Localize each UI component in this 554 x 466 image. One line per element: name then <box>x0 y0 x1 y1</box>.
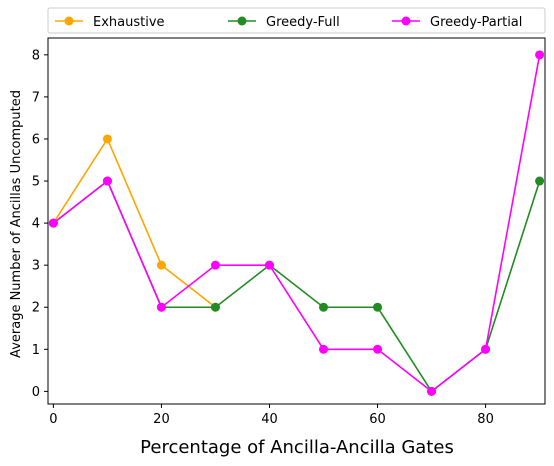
data-point-greedy-partial <box>319 344 329 354</box>
x-axis-title: Percentage of Ancilla-Ancilla Gates <box>140 437 454 458</box>
legend-box <box>47 7 546 34</box>
x-tick-label: 40 <box>261 412 278 427</box>
x-tick-label: 0 <box>49 412 57 427</box>
y-tick-label: 0 <box>32 385 40 400</box>
x-tick-label: 60 <box>369 412 386 427</box>
x-tick-label: 20 <box>153 412 170 427</box>
y-tick-label: 3 <box>32 259 40 274</box>
series-line-exhaustive <box>52 137 216 308</box>
data-point-greedy-partial <box>481 344 491 354</box>
plot-frame <box>47 37 546 405</box>
y-tick-label: 6 <box>32 132 40 147</box>
data-point-greedy-partial <box>102 176 112 186</box>
data-point-greedy-partial <box>535 50 545 60</box>
legend: Exhaustive Greedy-Full Greedy-Partial <box>47 7 546 34</box>
data-point-greedy-full <box>535 176 545 186</box>
data-point-greedy-partial <box>427 386 437 396</box>
data-point-greedy-partial <box>210 260 220 270</box>
y-tick-label: 8 <box>32 48 40 63</box>
legend-entry: Exhaustive <box>93 15 165 30</box>
data-point-greedy-full <box>319 302 329 312</box>
data-point-greedy-full <box>373 302 383 312</box>
y-axis: 0 1 2 3 4 5 6 7 8 <box>32 48 48 400</box>
data-point-exhaustive <box>156 260 166 270</box>
legend-swatch-marker <box>64 16 74 26</box>
legend-swatch-marker <box>237 16 247 26</box>
data-point-greedy-partial <box>373 344 383 354</box>
y-tick-label: 2 <box>32 301 40 316</box>
legend-entry: Greedy-Full <box>266 15 340 30</box>
y-tick-label: 1 <box>32 343 40 358</box>
series-line-greedy-partial <box>52 54 541 393</box>
plot-area <box>47 37 546 405</box>
y-axis-title: Average Number of Ancillas Uncomputed <box>9 90 24 358</box>
y-tick-label: 4 <box>32 217 40 232</box>
x-axis: 0 20 40 60 80 <box>49 404 494 427</box>
data-point-greedy-full <box>210 302 220 312</box>
series-line-greedy-full <box>52 179 541 393</box>
legend-swatch-marker <box>401 16 411 26</box>
data-point-greedy-partial <box>48 218 58 228</box>
x-tick-label: 80 <box>477 412 494 427</box>
y-tick-label: 5 <box>32 175 40 190</box>
data-point-exhaustive <box>102 134 112 144</box>
data-point-greedy-partial <box>264 260 274 270</box>
legend-entry: Greedy-Partial <box>430 15 522 30</box>
data-point-greedy-partial <box>156 302 166 312</box>
y-tick-label: 7 <box>32 90 40 105</box>
